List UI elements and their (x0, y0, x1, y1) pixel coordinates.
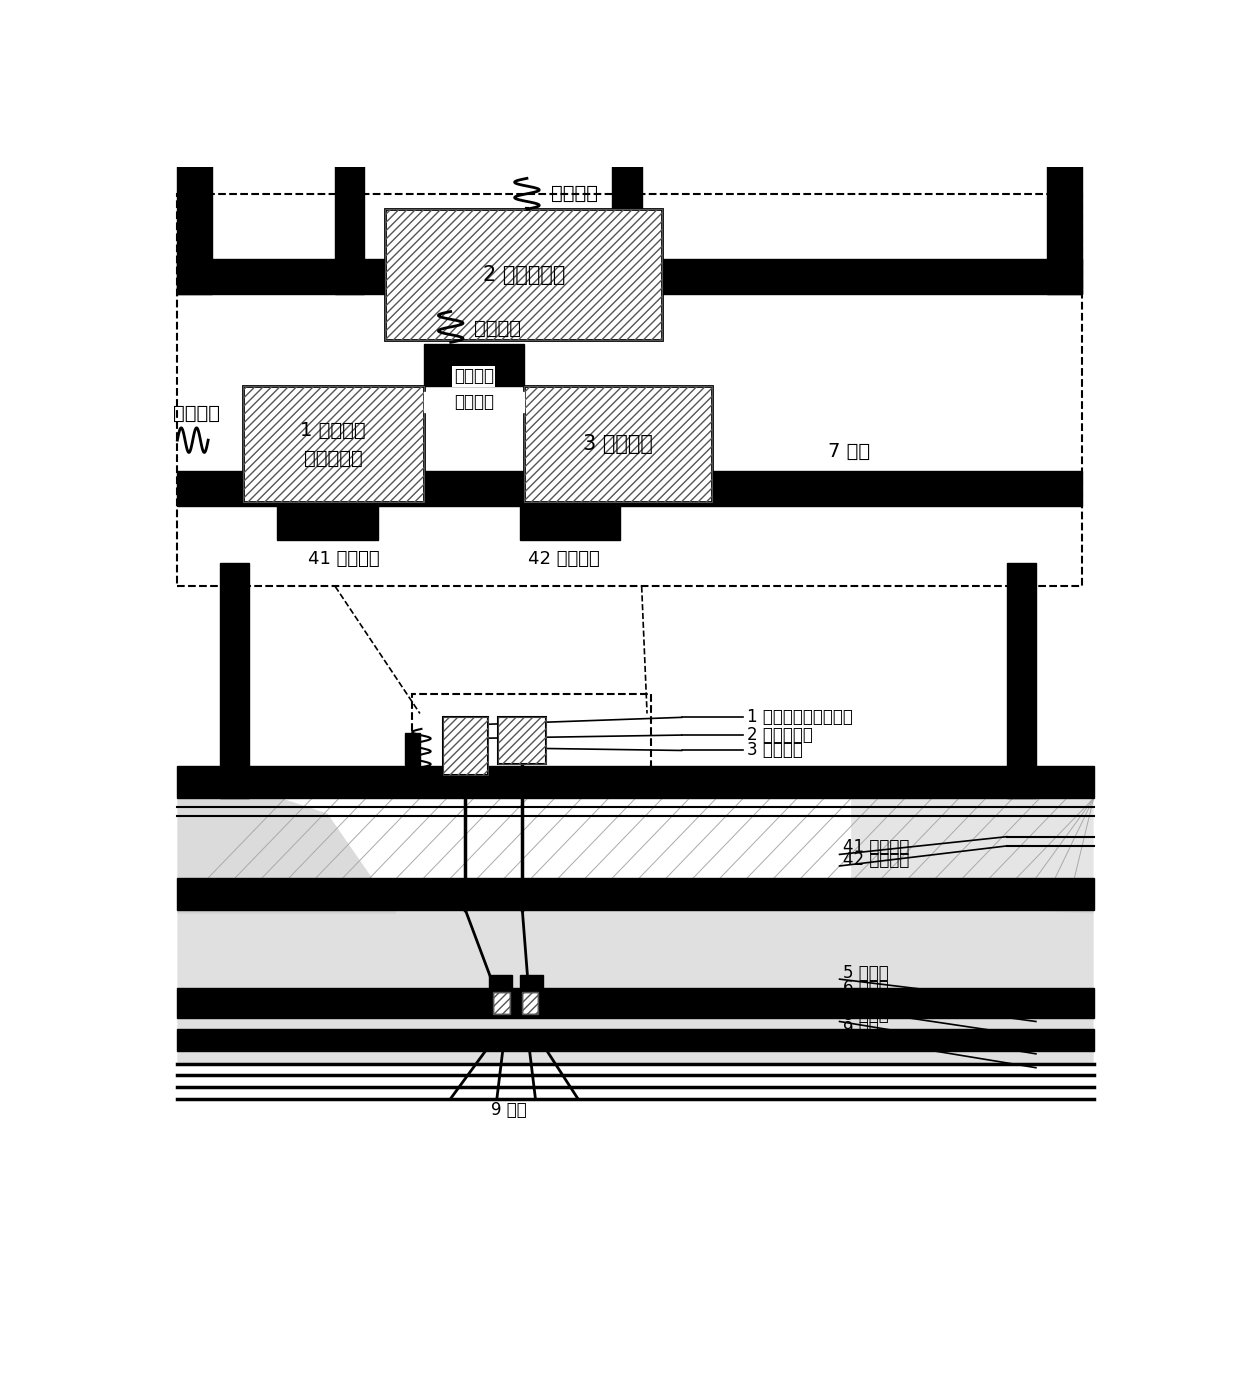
Bar (278, 502, 377, 541)
Bar (177, 471, 1083, 506)
Bar (177, 1029, 1094, 1051)
Text: 通信天线: 通信天线 (551, 185, 598, 203)
Text: 1 信号处理
与通信模块: 1 信号处理 与通信模块 (300, 421, 366, 467)
Bar (335, 78, 365, 293)
Text: 3 电源模块: 3 电源模块 (748, 741, 804, 759)
Text: 42 信号电极: 42 信号电极 (843, 851, 910, 869)
Text: 6 金属杆: 6 金属杆 (843, 980, 889, 998)
Bar (177, 877, 1094, 910)
Text: 42 电源电极: 42 电源电极 (528, 550, 599, 569)
Bar (523, 386, 713, 502)
Text: 5 支撑管: 5 支撑管 (843, 965, 889, 981)
Bar (1048, 47, 1083, 293)
Bar (177, 47, 212, 293)
Text: 通信天线: 通信天线 (474, 318, 521, 338)
Text: 41 信号电极: 41 信号电极 (309, 550, 379, 569)
Bar (177, 259, 1083, 293)
Bar (494, 992, 510, 1013)
Polygon shape (177, 887, 1094, 1063)
Bar (522, 992, 538, 1013)
Bar (498, 717, 546, 763)
Bar (177, 988, 1094, 1017)
Bar (520, 502, 620, 541)
Text: 1 信号处理与通信模块: 1 信号处理与通信模块 (748, 709, 853, 727)
Bar (490, 976, 512, 998)
Bar (1007, 563, 1035, 798)
Bar (443, 717, 487, 776)
Bar (424, 343, 523, 386)
Text: 通信天线: 通信天线 (174, 403, 221, 423)
Bar (613, 78, 641, 293)
Polygon shape (851, 798, 1094, 913)
Bar (177, 766, 1094, 798)
Text: 8 屏蔽罩: 8 屏蔽罩 (828, 271, 882, 291)
Text: 7 内管: 7 内管 (828, 442, 870, 461)
Bar (243, 386, 424, 502)
Bar (511, 292, 543, 341)
Text: 供电电缆: 供电电缆 (454, 367, 494, 385)
Text: 9 导线: 9 导线 (491, 1101, 526, 1119)
Bar (386, 208, 662, 341)
Bar (443, 717, 487, 776)
Text: 8 屏蔽罩: 8 屏蔽罩 (843, 1006, 889, 1024)
Text: 3 电源模块: 3 电源模块 (583, 434, 653, 455)
Bar (404, 733, 420, 765)
Text: 9 导线: 9 导线 (843, 1020, 879, 1038)
Text: 41 电源电极: 41 电源电极 (843, 838, 910, 856)
Text: 2 无线中继站: 2 无线中继站 (748, 726, 813, 744)
Bar (243, 386, 424, 502)
Bar (386, 208, 662, 341)
Bar (177, 193, 1083, 587)
Bar (520, 976, 543, 998)
Text: 信号总线: 信号总线 (454, 392, 494, 410)
Bar (219, 563, 249, 798)
Bar (523, 386, 713, 502)
Bar (412, 694, 651, 783)
Bar (494, 992, 510, 1013)
Bar (522, 992, 538, 1013)
Polygon shape (177, 798, 397, 913)
Bar (424, 392, 523, 411)
Text: 7 内管: 7 内管 (843, 992, 879, 1011)
Bar (498, 717, 546, 763)
Text: 2 无线中继站: 2 无线中继站 (482, 264, 565, 285)
